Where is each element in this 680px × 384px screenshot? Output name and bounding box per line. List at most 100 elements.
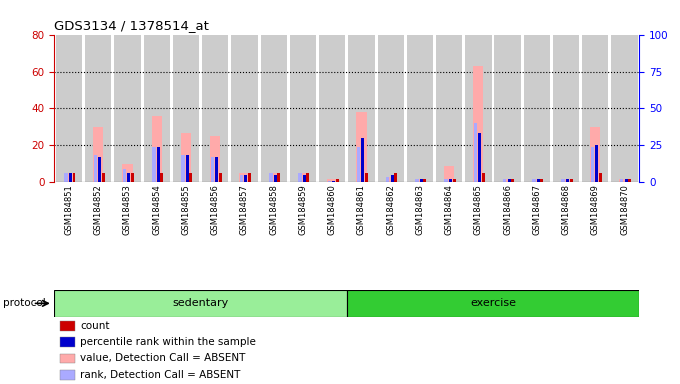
Bar [394, 173, 397, 182]
Bar [453, 179, 456, 182]
Bar [307, 173, 309, 182]
Bar [181, 132, 191, 182]
Bar [93, 127, 103, 182]
Bar [160, 173, 163, 182]
Text: GDS3134 / 1378514_at: GDS3134 / 1378514_at [54, 19, 209, 32]
Bar [61, 354, 75, 363]
Bar [582, 35, 609, 182]
Bar [122, 164, 133, 182]
Bar [123, 169, 126, 182]
Bar [482, 173, 485, 182]
Bar [65, 173, 68, 182]
Bar [511, 179, 514, 182]
Bar [54, 290, 347, 317]
Bar [332, 180, 335, 182]
Bar [465, 35, 492, 182]
Bar [215, 157, 218, 182]
Bar [61, 370, 75, 380]
Text: GSM184856: GSM184856 [211, 184, 220, 235]
Bar [415, 179, 425, 182]
Bar [277, 173, 280, 182]
Text: value, Detection Call = ABSENT: value, Detection Call = ABSENT [80, 353, 245, 363]
Bar [231, 35, 258, 182]
Bar [290, 35, 316, 182]
Bar [407, 35, 433, 182]
Bar [377, 35, 404, 182]
Text: count: count [80, 321, 109, 331]
Bar [156, 147, 160, 182]
Bar [85, 35, 112, 182]
Bar [362, 138, 364, 182]
Bar [474, 123, 477, 182]
Bar [570, 179, 573, 182]
Bar [524, 35, 550, 182]
Bar [114, 35, 141, 182]
Bar [152, 147, 156, 182]
Bar [532, 179, 536, 182]
Bar [420, 179, 423, 182]
Bar [365, 173, 368, 182]
Bar [143, 35, 170, 182]
Bar [131, 173, 134, 182]
Text: GSM184865: GSM184865 [474, 184, 483, 235]
Text: GSM184862: GSM184862 [386, 184, 395, 235]
Bar [64, 173, 74, 182]
Text: rank, Detection Call = ABSENT: rank, Detection Call = ABSENT [80, 370, 240, 380]
Bar [356, 112, 367, 182]
Bar [503, 179, 513, 182]
Text: GSM184870: GSM184870 [620, 184, 629, 235]
Text: GSM184867: GSM184867 [532, 184, 541, 235]
Text: GSM184852: GSM184852 [94, 184, 103, 235]
Bar [303, 175, 306, 182]
Text: GSM184861: GSM184861 [357, 184, 366, 235]
Bar [386, 177, 396, 182]
Bar [269, 173, 279, 182]
Bar [357, 147, 360, 182]
Text: exercise: exercise [470, 298, 516, 308]
Bar [449, 179, 452, 182]
Text: GSM184855: GSM184855 [182, 184, 190, 235]
Bar [152, 116, 162, 182]
Bar [319, 35, 345, 182]
Bar [424, 179, 426, 182]
Text: GSM184864: GSM184864 [445, 184, 454, 235]
Bar [336, 179, 339, 182]
Bar [273, 175, 277, 182]
Bar [611, 35, 638, 182]
Bar [537, 179, 540, 182]
Bar [202, 35, 228, 182]
Bar [619, 179, 630, 182]
Bar [566, 179, 569, 182]
Bar [494, 35, 521, 182]
Bar [239, 173, 250, 182]
Text: protocol: protocol [3, 298, 46, 308]
Bar [260, 35, 287, 182]
Text: GSM184858: GSM184858 [269, 184, 278, 235]
Bar [190, 173, 192, 182]
Bar [61, 337, 75, 347]
Bar [541, 179, 543, 182]
Bar [444, 166, 454, 182]
Bar [173, 35, 199, 182]
Bar [532, 179, 542, 182]
Text: sedentary: sedentary [173, 298, 228, 308]
Bar [553, 35, 579, 182]
Bar [473, 66, 483, 182]
Text: GSM184854: GSM184854 [152, 184, 161, 235]
Bar [327, 179, 337, 182]
Bar [61, 321, 75, 331]
Bar [590, 127, 600, 182]
Text: percentile rank within the sample: percentile rank within the sample [80, 337, 256, 347]
Bar [561, 179, 571, 182]
Bar [503, 179, 507, 182]
Bar [56, 35, 82, 182]
Bar [299, 173, 302, 182]
Text: GSM184868: GSM184868 [562, 184, 571, 235]
Bar [210, 136, 220, 182]
Text: GSM184869: GSM184869 [591, 184, 600, 235]
Bar [186, 155, 189, 182]
Bar [73, 173, 75, 182]
Bar [328, 180, 331, 182]
Bar [182, 155, 185, 182]
Bar [436, 35, 462, 182]
